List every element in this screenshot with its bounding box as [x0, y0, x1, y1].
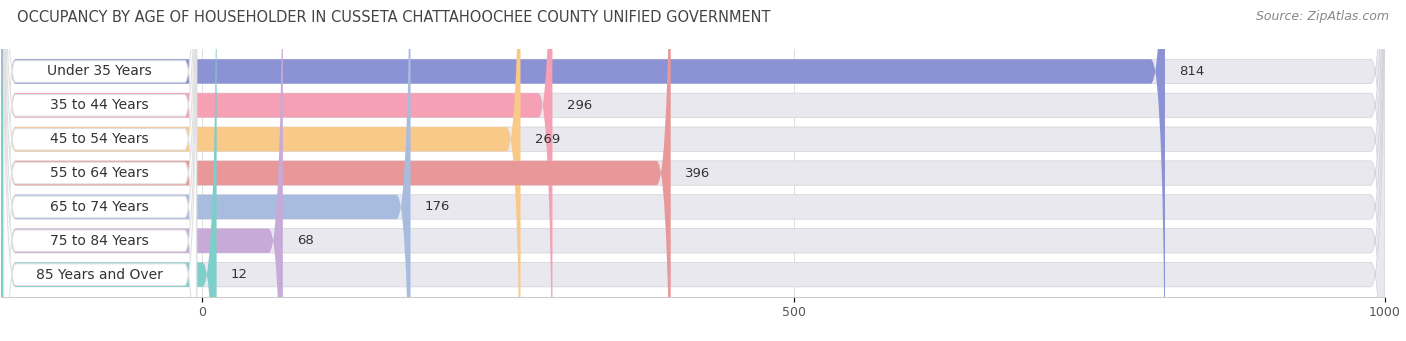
Text: 65 to 74 Years: 65 to 74 Years — [49, 200, 149, 214]
Text: 85 Years and Over: 85 Years and Over — [35, 268, 163, 282]
FancyBboxPatch shape — [4, 0, 197, 341]
FancyBboxPatch shape — [1, 0, 283, 341]
FancyBboxPatch shape — [1, 0, 671, 341]
FancyBboxPatch shape — [1, 0, 411, 341]
Text: 396: 396 — [685, 166, 710, 180]
Text: 45 to 54 Years: 45 to 54 Years — [49, 132, 148, 146]
Text: 12: 12 — [231, 268, 247, 281]
FancyBboxPatch shape — [4, 0, 197, 341]
Text: Under 35 Years: Under 35 Years — [46, 64, 152, 78]
FancyBboxPatch shape — [4, 0, 197, 341]
Text: 35 to 44 Years: 35 to 44 Years — [49, 98, 148, 112]
Text: Source: ZipAtlas.com: Source: ZipAtlas.com — [1256, 10, 1389, 23]
Text: 176: 176 — [425, 201, 450, 213]
FancyBboxPatch shape — [1, 0, 520, 341]
FancyBboxPatch shape — [1, 0, 217, 341]
FancyBboxPatch shape — [4, 0, 197, 341]
Text: 75 to 84 Years: 75 to 84 Years — [49, 234, 149, 248]
Text: 55 to 64 Years: 55 to 64 Years — [49, 166, 149, 180]
Text: 296: 296 — [567, 99, 592, 112]
FancyBboxPatch shape — [4, 0, 197, 341]
FancyBboxPatch shape — [1, 0, 1166, 341]
FancyBboxPatch shape — [1, 0, 553, 341]
FancyBboxPatch shape — [4, 0, 197, 341]
Text: 814: 814 — [1180, 65, 1205, 78]
FancyBboxPatch shape — [4, 0, 197, 341]
Text: 68: 68 — [297, 234, 314, 247]
Text: OCCUPANCY BY AGE OF HOUSEHOLDER IN CUSSETA CHATTAHOOCHEE COUNTY UNIFIED GOVERNME: OCCUPANCY BY AGE OF HOUSEHOLDER IN CUSSE… — [17, 10, 770, 25]
Text: 269: 269 — [534, 133, 560, 146]
